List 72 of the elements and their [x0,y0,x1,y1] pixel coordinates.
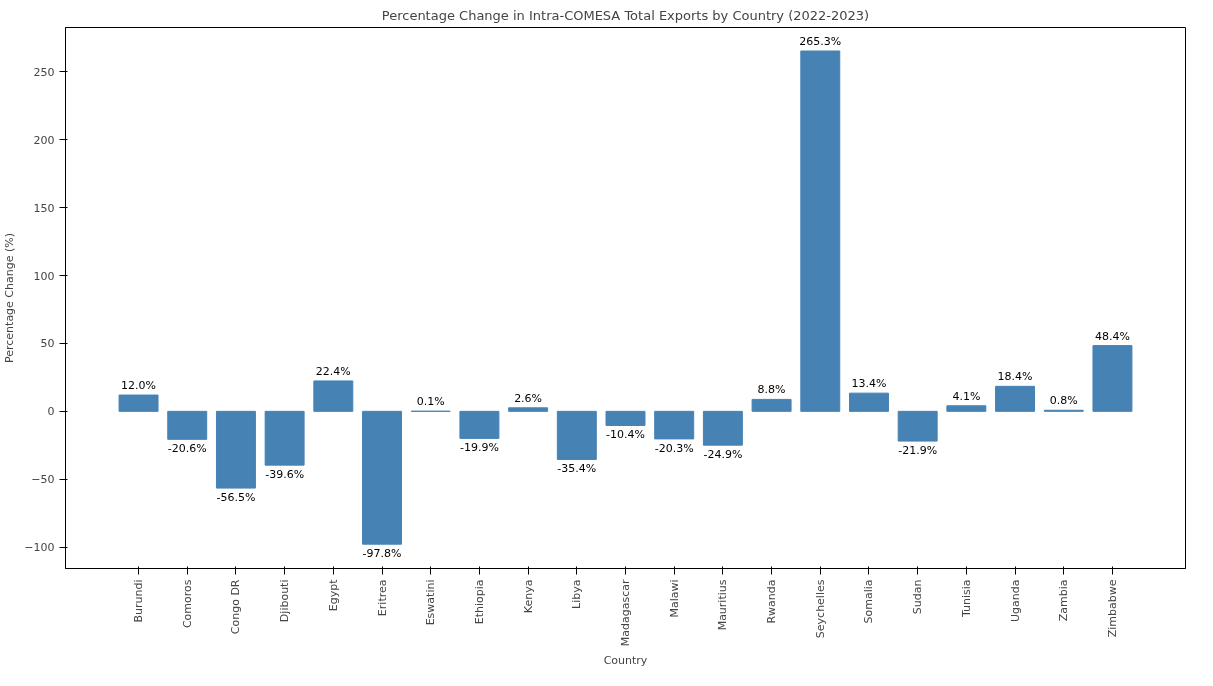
x-tick-label: Zambia [1057,579,1071,622]
y-axis-title: Percentage Change (%) [3,232,17,364]
data-label: -35.4% [557,462,597,476]
x-tick-label: Somalia [862,579,876,624]
data-label: 8.8% [757,383,786,397]
bar [215,410,256,489]
data-label: -56.5% [216,491,256,505]
x-tick-label: Eritrea [375,579,389,617]
bar [556,410,597,460]
y-tick-label: −50 [31,473,55,487]
x-tick-label: Burundi [132,579,146,623]
data-label: 48.4% [1094,329,1130,343]
bar [849,392,889,412]
y-tick-label: 0 [47,405,55,419]
y-tick-label: −100 [24,541,55,555]
y-tick-label: 250 [33,65,55,79]
bar [605,410,646,426]
bar [654,410,695,440]
data-label: -97.8% [362,547,402,561]
x-tick-label: Ethiopia [472,579,486,625]
data-label: 4.1% [952,389,981,403]
data-label: -39.6% [265,468,305,482]
data-label: -20.3% [654,441,694,455]
bar [362,410,402,545]
data-label: 265.3% [799,35,842,48]
y-tick-label: 100 [33,269,55,283]
data-label: 0.8% [1049,394,1078,408]
y-tick-label: 150 [33,201,55,215]
data-label: 18.4% [997,370,1033,384]
bar [313,380,354,412]
data-label: -21.9% [898,444,938,458]
bar [264,410,305,466]
data-label: 12.0% [121,379,157,393]
data-label: -19.9% [459,441,499,455]
x-tick-label: Tunisia [959,579,973,619]
data-label: -20.6% [167,442,207,456]
data-label: -10.4% [606,428,645,442]
bar [702,410,743,446]
x-tick-label: Egypt [326,578,340,612]
x-tick-label: Zimbabwe [1105,579,1119,638]
bar [995,385,1036,412]
bar [1092,345,1133,412]
data-label: 0.1% [416,395,445,409]
x-tick-label: Malawi [667,579,681,618]
x-tick-label: Djibouti [278,579,292,623]
x-axis-title: Country [603,654,648,668]
y-tick-label: 200 [33,133,55,147]
x-tick-label: Congo DR [229,579,243,635]
chart-title: Percentage Change in Intra-COMESA Total Exports by Country (2022-2023) [381,7,870,23]
data-label: 2.6% [514,391,543,405]
bar [118,394,159,412]
bar [800,50,841,412]
bar [508,407,549,412]
bar [167,410,208,440]
x-tick-label: Kenya [521,579,535,614]
data-label: 22.4% [315,364,351,378]
bar [459,410,500,439]
x-tick-label: Uganda [1008,579,1022,622]
x-tick-label: Sudan [911,579,925,615]
x-tick-label: Rwanda [765,579,779,624]
bar [897,410,938,442]
bar [946,405,987,412]
bar [751,398,792,412]
data-label: -24.9% [703,448,743,462]
x-tick-label: Libya [570,579,584,609]
y-tick-label: 50 [40,337,55,351]
x-tick-label: Comoros [180,579,194,629]
x-tick-label: Mauritius [716,579,730,631]
data-label: 13.4% [851,377,887,391]
x-tick-label: Madagascar [619,579,632,647]
x-tick-label: Seychelles [813,579,827,639]
x-tick-label: Eswatini [424,579,438,626]
